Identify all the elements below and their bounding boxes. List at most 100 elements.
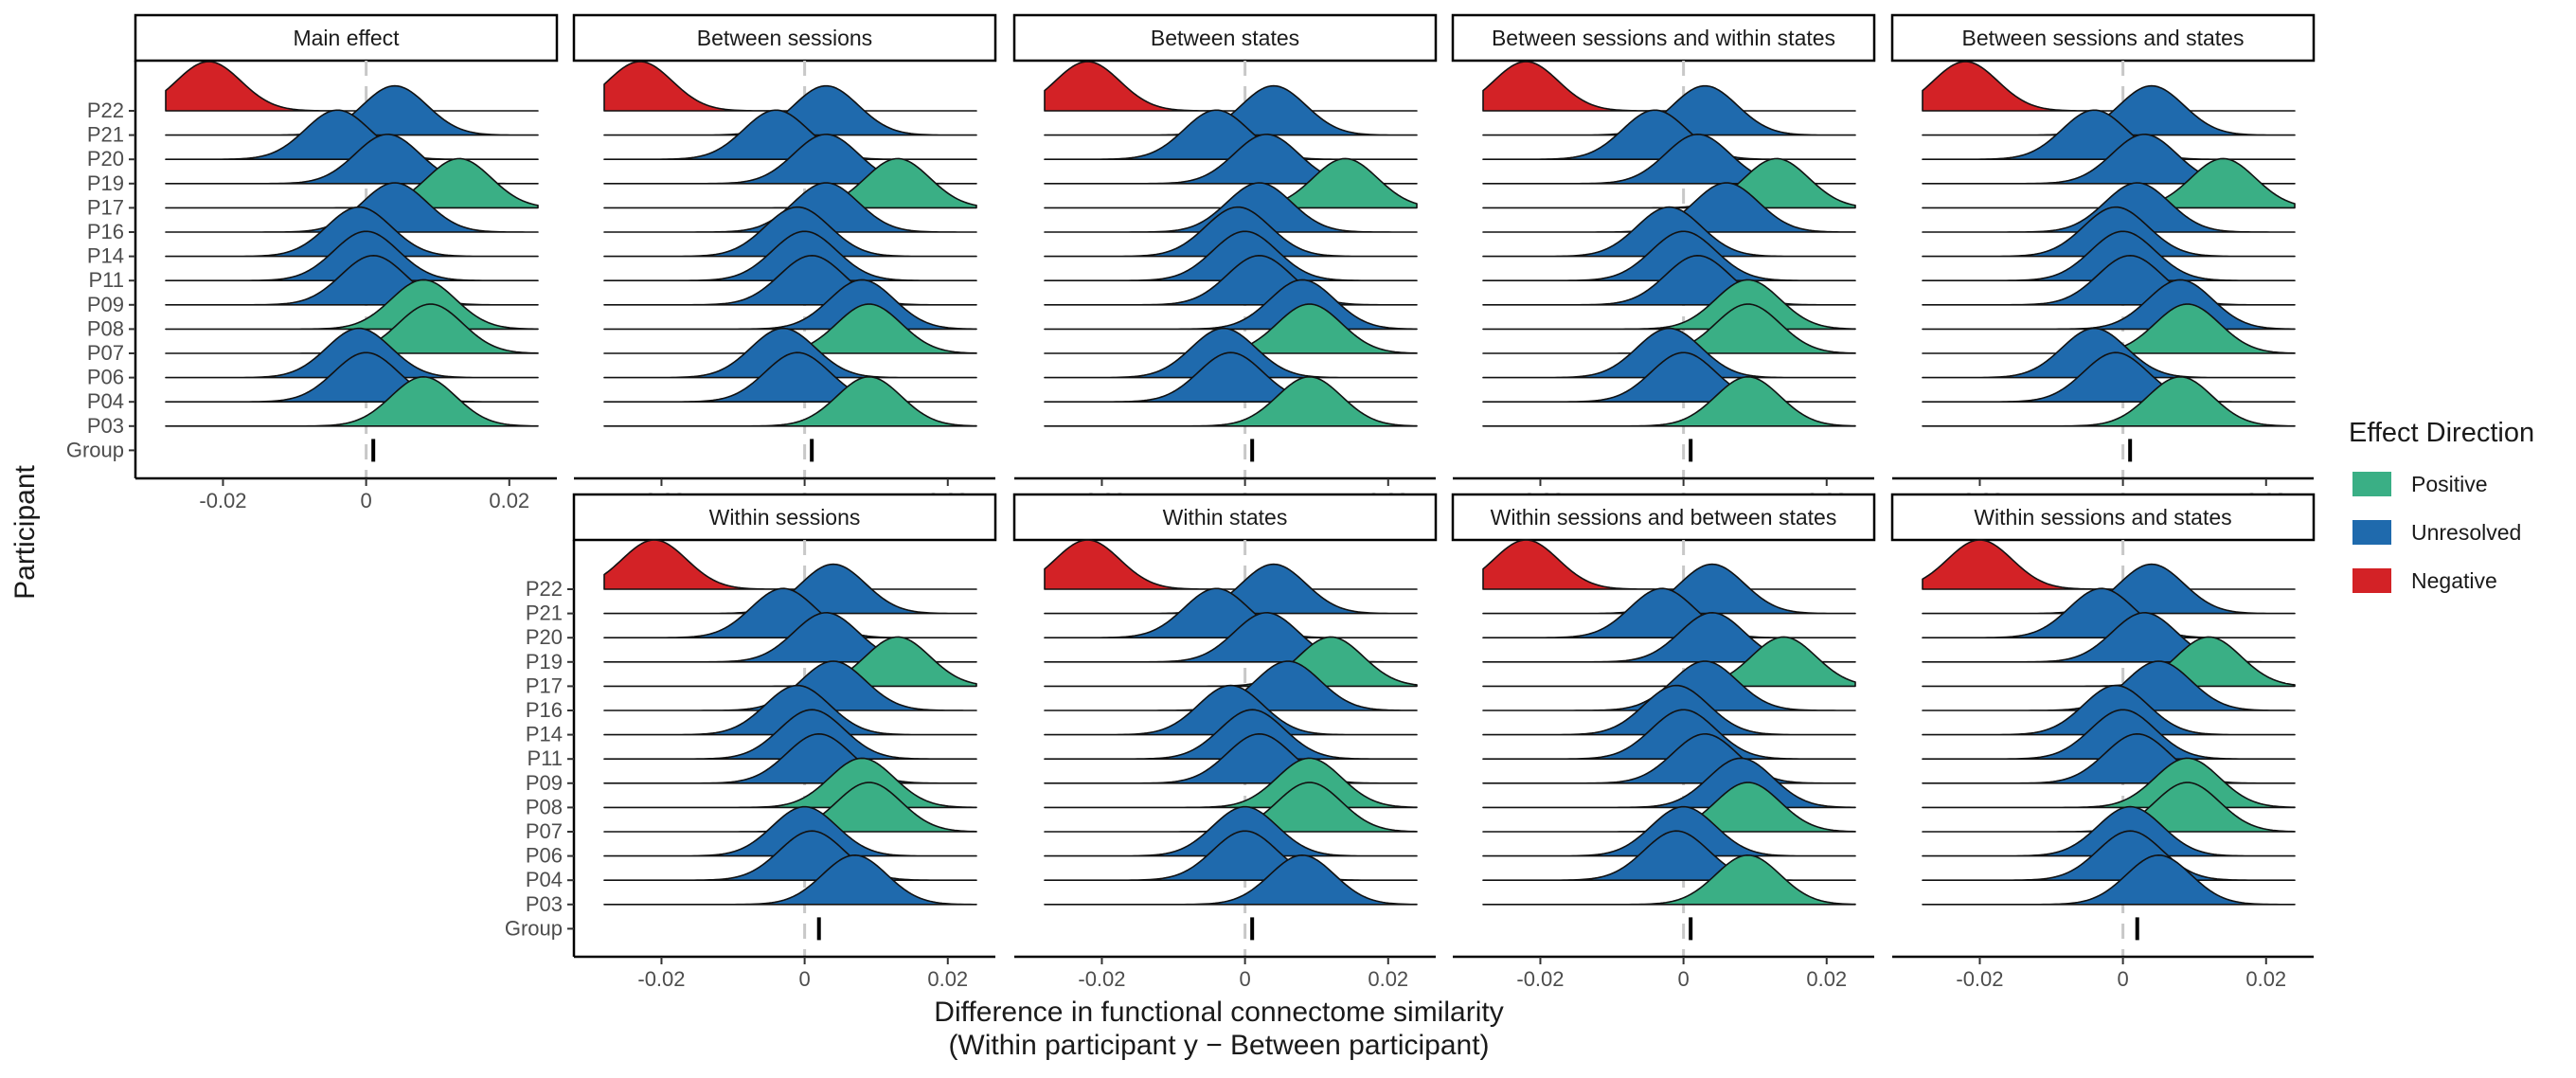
ridge-p04	[603, 830, 977, 881]
panel-title: Main effect	[293, 26, 400, 50]
ridge-p11	[1482, 709, 1856, 760]
x-axis-title-line2: (Within participant y − Between particip…	[948, 1030, 1489, 1061]
ridge-p09	[1482, 255, 1856, 306]
ridge-p04	[165, 351, 539, 403]
ridge-p21	[1482, 84, 1856, 136]
ridge-p09	[603, 733, 977, 784]
participant-label: P21	[526, 602, 563, 625]
ridge-p20	[1044, 109, 1418, 160]
panel-strip	[572, 13, 997, 63]
ridge-p03	[1044, 376, 1418, 427]
ridge-p20	[1482, 109, 1856, 160]
x-tick-label: 0.02	[1806, 967, 1847, 991]
ridge-p06	[1482, 327, 1856, 379]
panel-strip	[134, 13, 559, 63]
ridge-p03	[603, 854, 977, 906]
ridge-p20	[165, 109, 539, 160]
panel-strip	[572, 493, 997, 542]
x-tick-label: 0	[1239, 967, 1250, 991]
participant-label: P03	[526, 892, 563, 916]
ridge-p04	[1922, 351, 2296, 403]
ridge-p21	[1044, 563, 1418, 615]
panel-8: Within sessions and between states -0.02 0…	[1451, 493, 1876, 991]
legend-swatch-negative	[2352, 568, 2391, 593]
panel-strip	[1451, 493, 1876, 542]
x-tick-label: -0.02	[1078, 967, 1125, 991]
x-tick-label: -0.02	[1516, 967, 1564, 991]
ridge-p22	[603, 539, 977, 590]
participant-label: P06	[87, 366, 124, 389]
ridge-p22	[1482, 539, 1856, 590]
ridge-p04	[1044, 351, 1418, 403]
ridge-p04	[1482, 351, 1856, 403]
panel-strip	[1012, 13, 1438, 63]
ridge-p21	[1922, 84, 2296, 136]
ridge-p03	[1922, 376, 2296, 427]
ridge-p16	[1482, 660, 1856, 711]
x-tick-label: 0.02	[927, 967, 968, 991]
ridge-p20	[1922, 587, 2296, 638]
panel-4: Between sessions and within states-0.020…	[1451, 13, 1876, 512]
ridge-p03	[165, 376, 539, 427]
participant-label: P17	[526, 674, 563, 697]
panel-strip	[1451, 13, 1876, 63]
ridge-p06	[1922, 327, 2296, 379]
ridge-p14	[1044, 684, 1418, 736]
ridge-p16	[603, 182, 977, 233]
ridge-p14	[1482, 206, 1856, 258]
participant-label: P14	[526, 723, 563, 746]
ridge-p04	[1922, 830, 2296, 881]
legend-label: Unresolved	[2411, 520, 2521, 545]
x-tick-label: 0.02	[489, 489, 529, 512]
legend-label: Positive	[2411, 472, 2488, 496]
ridge-p20	[1482, 587, 1856, 638]
ridge-p21	[1044, 84, 1418, 136]
ridge-p16	[1922, 182, 2296, 233]
x-tick-label: -0.02	[1956, 967, 2003, 991]
participant-label: P06	[526, 844, 563, 868]
participant-label: P20	[87, 147, 124, 171]
participant-label: P19	[526, 650, 563, 674]
ridge-p09	[1922, 255, 2296, 306]
ridge-p22	[1044, 539, 1418, 590]
participant-label: P09	[526, 771, 563, 795]
panel-title: Between sessions and states	[1962, 26, 2245, 50]
participant-label: P04	[87, 389, 124, 413]
ridge-p14	[603, 684, 977, 736]
participant-label: P11	[527, 746, 563, 770]
ridge-p11	[603, 709, 977, 760]
ridge-p11	[1482, 230, 1856, 281]
participant-label: P09	[87, 293, 124, 316]
ridge-p11	[1044, 709, 1418, 760]
ridge-p22	[603, 61, 977, 112]
ridge-p16	[1044, 182, 1418, 233]
ridge-p03	[1044, 854, 1418, 906]
panel-title: Within sessions and states	[1974, 505, 2231, 530]
ridge-p11	[1922, 230, 2296, 281]
ridge-p04	[603, 351, 977, 403]
ridge-p04	[1482, 830, 1856, 881]
ridge-p09	[1482, 733, 1856, 784]
ridge-p22	[1922, 539, 2296, 590]
ridge-p03	[1482, 376, 1856, 427]
x-tick-label: -0.02	[637, 967, 685, 991]
legend-swatch-unresolved	[2352, 520, 2391, 545]
ridge-p21	[603, 84, 977, 136]
ridge-p06	[1922, 805, 2296, 857]
participant-label: P08	[87, 316, 124, 340]
participant-label: P07	[87, 341, 124, 365]
ridge-p22	[1482, 61, 1856, 112]
legend-label: Negative	[2411, 568, 2497, 593]
panel-9: Within sessions and states -0.02 0 0.02	[1890, 493, 2316, 991]
participant-label: P22	[87, 99, 124, 122]
x-tick-label: 0	[1677, 967, 1689, 991]
ridge-p14	[1922, 684, 2296, 736]
ridge-p22	[1922, 61, 2296, 112]
participant-label: P03	[87, 414, 124, 438]
y-axis-title: Participant	[9, 464, 41, 599]
participant-label: P16	[526, 698, 563, 722]
